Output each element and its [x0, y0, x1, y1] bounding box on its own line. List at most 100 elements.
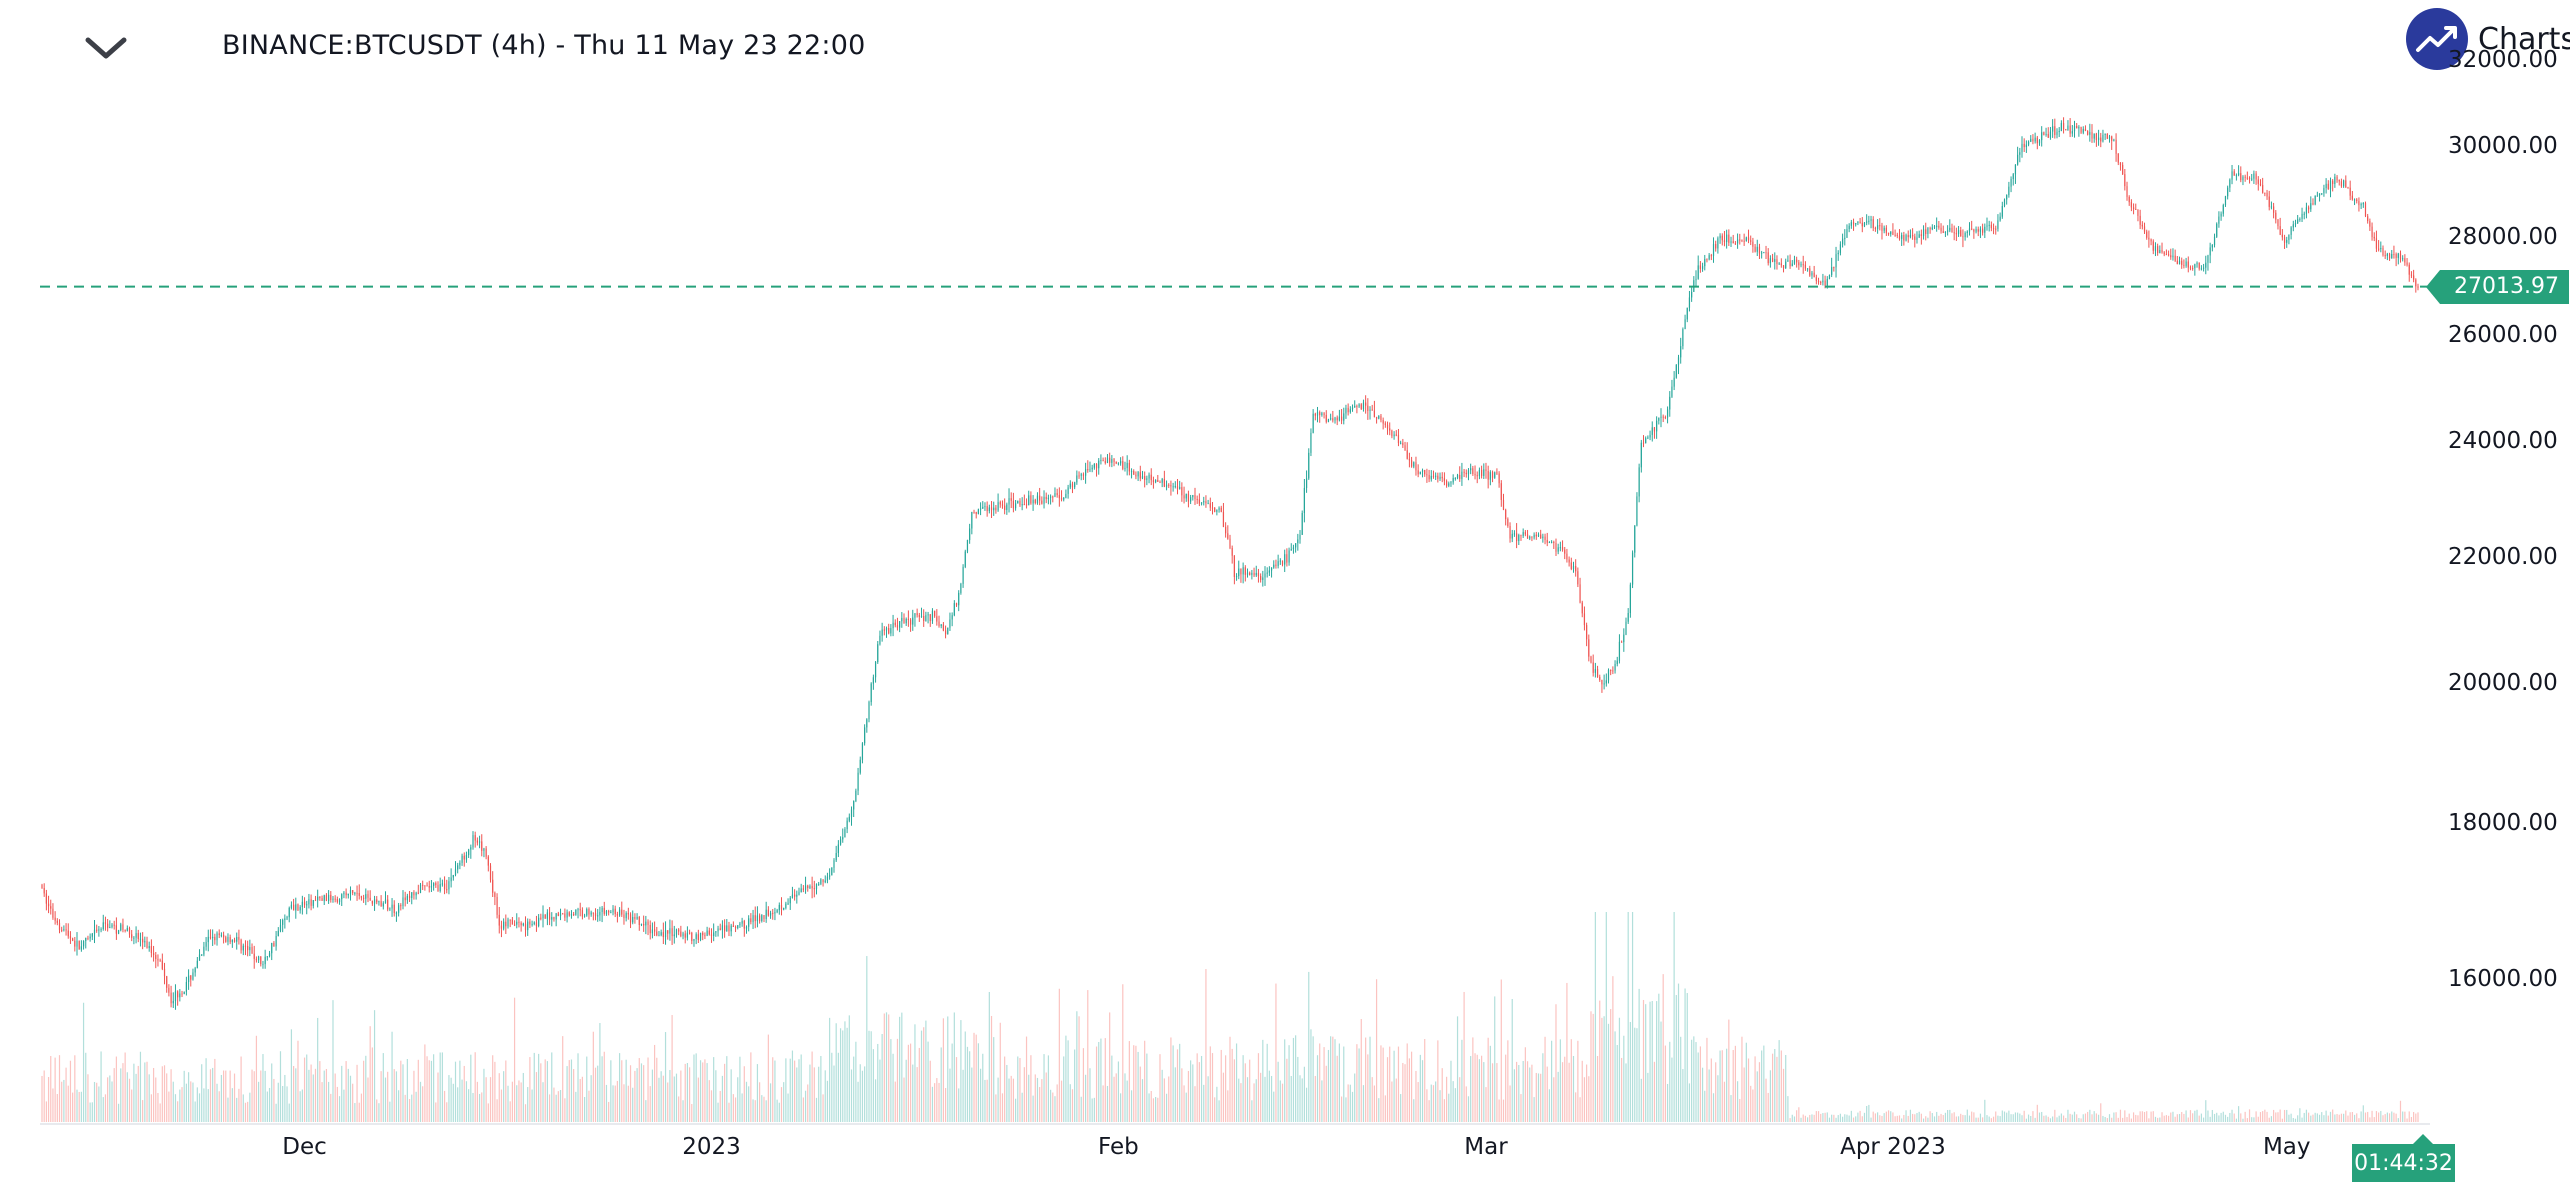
volume-bar [478, 1093, 481, 1122]
volume-bar [625, 1059, 627, 1122]
volume-bar [1437, 1040, 1439, 1122]
candle-body [2334, 176, 2336, 185]
volume-bar [2299, 1108, 2301, 1122]
volume-bar [277, 1082, 279, 1122]
volume-bar [446, 1102, 448, 1122]
candle-body [2262, 185, 2264, 193]
candle-body [2336, 176, 2338, 181]
volume-bar [942, 1018, 944, 1122]
volume-bar [979, 1068, 982, 1122]
volume-bar [553, 1087, 555, 1122]
candle-body [2115, 139, 2117, 154]
candle-body [47, 903, 50, 907]
candle-body [1590, 656, 1592, 663]
volume-bar [1133, 1045, 1135, 1122]
candle-body [1141, 476, 1144, 479]
candle-body [570, 913, 573, 916]
volume-bar [387, 1071, 389, 1122]
candle-body [1649, 434, 1651, 438]
volume-bar [2253, 1117, 2255, 1122]
volume-bar [958, 1088, 960, 1122]
volume-bar [1137, 1051, 1139, 1122]
candle-body [1806, 268, 1809, 270]
volume-bar [205, 1058, 207, 1122]
volume-bar [131, 1089, 133, 1122]
volume-bar [826, 1080, 829, 1122]
volume-bar [2189, 1110, 2192, 1122]
candle-body [2128, 196, 2130, 203]
volume-bar [1561, 1062, 1564, 1122]
candle-body [892, 622, 894, 629]
volume-bar [1316, 1055, 1319, 1122]
volume-bar [761, 1095, 763, 1122]
candle-body [1933, 226, 1936, 228]
volume-bar [398, 1090, 400, 1122]
candle-body [2097, 137, 2100, 141]
candle-body [253, 953, 255, 959]
candle-body [732, 925, 734, 927]
candle-body [157, 959, 159, 961]
volume-bar [1771, 1053, 1774, 1122]
volume-bar [759, 1082, 761, 1122]
volume-bar [562, 1036, 564, 1122]
candle-body [625, 913, 627, 919]
candle-body [1034, 499, 1036, 503]
volume-bar [1001, 1093, 1004, 1122]
candle-body [568, 912, 570, 916]
volume-bar [1586, 1064, 1588, 1122]
candle-body [2347, 187, 2349, 189]
volume-bar [2069, 1113, 2071, 1122]
candle-body [929, 614, 931, 622]
candle-body [592, 912, 594, 914]
candle-body [1636, 496, 1638, 526]
volume-bar [518, 1080, 520, 1122]
volume-bar [743, 1066, 745, 1122]
volume-bar [1467, 1096, 1470, 1122]
volume-bar [568, 1060, 570, 1122]
volume-bar [1126, 1080, 1128, 1122]
candle-body [1866, 221, 1868, 223]
candle-body [667, 930, 669, 934]
candle-body [1561, 547, 1564, 550]
candle-body [1474, 473, 1476, 476]
volume-bar [96, 1082, 98, 1122]
volume-bar [2137, 1115, 2139, 1122]
volume-bar [1006, 1064, 1008, 1122]
candle-body [128, 928, 131, 935]
candle-body [798, 892, 800, 895]
volume-bar [1481, 1055, 1483, 1122]
candle-body [207, 936, 209, 943]
volume-bar [673, 1076, 675, 1122]
candle-body [870, 683, 872, 703]
volume-bar [148, 1074, 150, 1122]
candle-body [1036, 495, 1039, 503]
candle-body [476, 840, 478, 843]
candle-body [632, 917, 634, 923]
candle-body [1430, 475, 1432, 480]
candle-body [2277, 219, 2279, 227]
candle-body [1378, 415, 1380, 419]
volume-bar [1360, 1019, 1362, 1122]
candle-body [2248, 177, 2251, 179]
candle-body [769, 912, 772, 916]
candle-body [588, 909, 590, 915]
candle-body [2038, 140, 2041, 144]
collapse-button[interactable] [70, 22, 140, 78]
candle-body [384, 899, 387, 904]
volume-bar [1205, 969, 1207, 1122]
candle-body [1551, 541, 1553, 543]
volume-bar [1163, 1078, 1165, 1122]
candle-body [1198, 499, 1200, 504]
volume-bar [159, 1103, 161, 1122]
volume-bar [358, 1102, 360, 1122]
candle-body [1277, 561, 1279, 566]
volume-bar [1063, 1056, 1065, 1122]
candle-body [1863, 222, 1866, 227]
volume-bar [1130, 1090, 1133, 1122]
candle-body [72, 938, 74, 941]
candle-body [1699, 265, 1701, 269]
charts-logo-link[interactable]: Charts p [2406, 6, 2570, 72]
candle-body [804, 885, 807, 890]
